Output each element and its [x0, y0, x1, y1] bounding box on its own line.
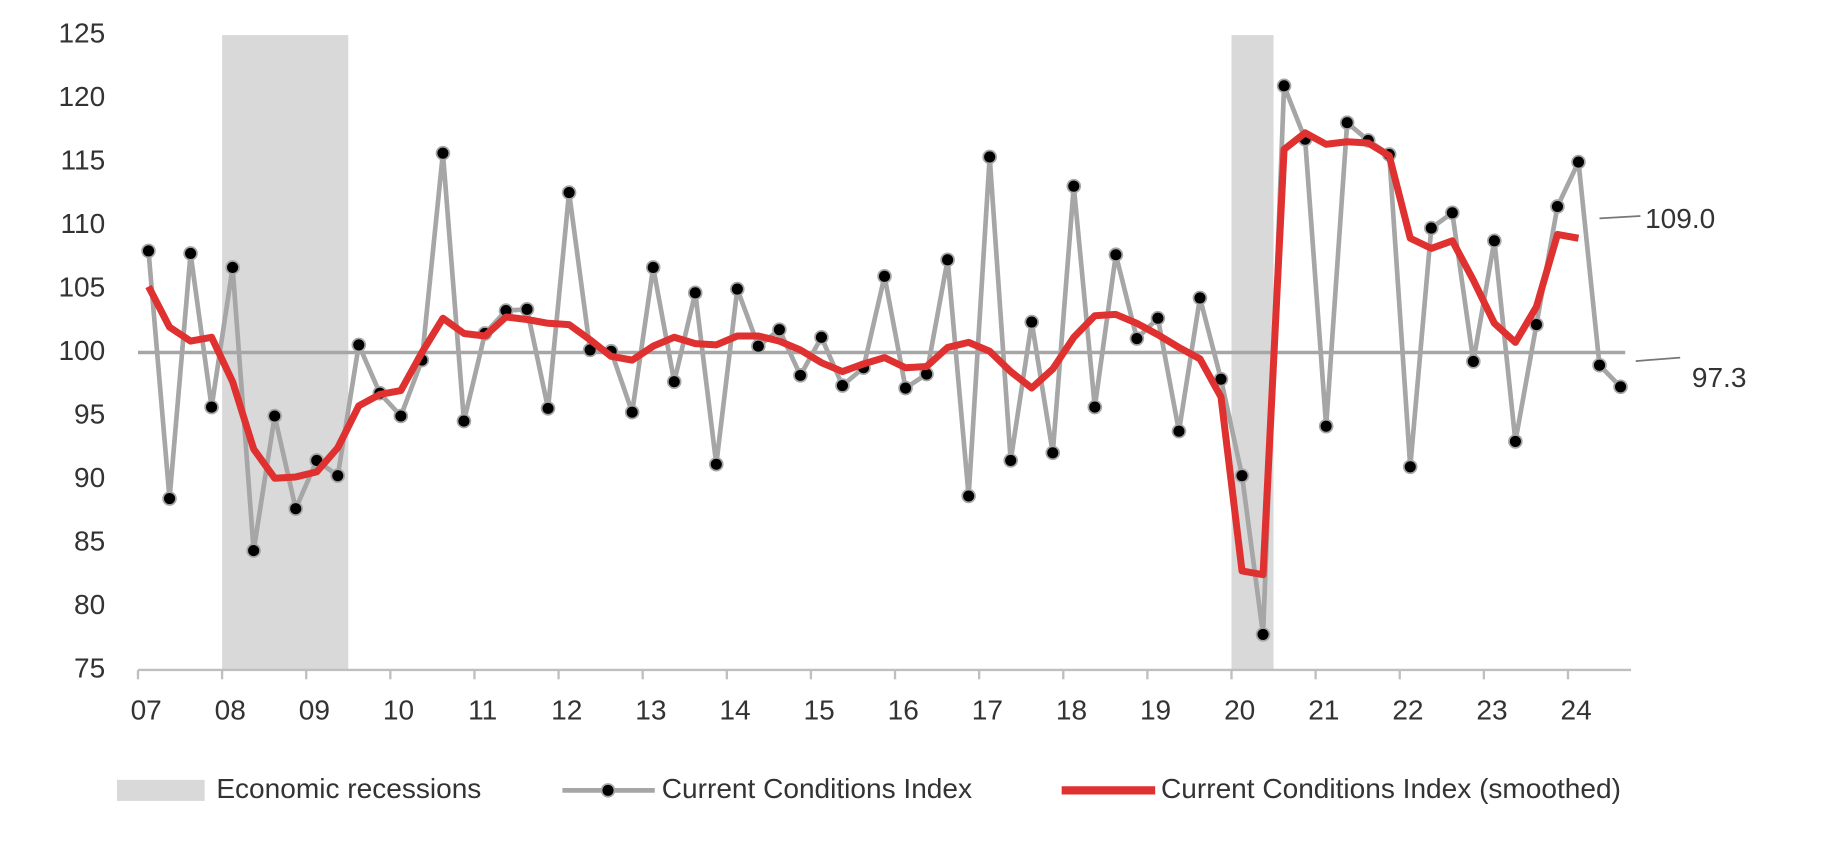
index-marker [1171, 423, 1187, 439]
index-marker [1150, 310, 1166, 326]
y-tick-label: 115 [61, 144, 106, 175]
index-marker [961, 488, 976, 504]
legend-label: Current Conditions Index [662, 773, 972, 804]
annotation-leader [1599, 215, 1641, 220]
index-marker [835, 378, 850, 393]
x-tick-label: 11 [468, 694, 497, 725]
y-tick-label: 80 [74, 589, 105, 620]
y-tick-label: 125 [58, 17, 105, 48]
index-marker [1339, 115, 1355, 130]
index-marker [1234, 468, 1250, 483]
index-marker [645, 260, 661, 275]
index-marker [1087, 399, 1103, 415]
y-tick-label: 120 [58, 81, 105, 112]
index-marker [1445, 205, 1460, 221]
index-marker [561, 185, 577, 200]
x-tick-label: 13 [635, 694, 666, 725]
x-tick-label: 24 [1561, 694, 1592, 725]
index-marker [687, 285, 703, 301]
index-marker [519, 302, 535, 317]
index-marker [982, 149, 997, 165]
index-marker [393, 408, 409, 424]
index-marker [456, 413, 472, 429]
index-marker [1466, 354, 1481, 369]
index-marker [540, 401, 556, 416]
x-tick-label: 09 [299, 694, 330, 725]
smoothed-line [145, 129, 1580, 579]
y-tick-label: 105 [58, 271, 105, 302]
x-tick-label: 08 [215, 694, 246, 725]
y-tick-label: 100 [58, 335, 105, 366]
index-marker [204, 399, 219, 415]
x-tick-label: 12 [551, 694, 582, 725]
x-tick-label: 17 [972, 694, 1003, 725]
x-tick-label: 07 [131, 694, 162, 725]
legend-label: Economic recessions [216, 773, 481, 804]
index-marker [1276, 78, 1292, 94]
index-marker [1487, 233, 1502, 249]
legend-swatch [116, 779, 205, 801]
index-marker [1529, 317, 1544, 332]
y-tick-label: 75 [74, 652, 105, 683]
y-tick-label: 85 [74, 525, 105, 556]
index-marker [1613, 379, 1628, 395]
index-marker [141, 243, 156, 259]
index-marker [1508, 434, 1523, 449]
annotation: 109.0 [1645, 203, 1715, 234]
y-tick-label: 90 [74, 462, 105, 493]
index-marker [1192, 290, 1208, 306]
index-marker [751, 338, 766, 354]
x-tick-label: 22 [1392, 694, 1423, 725]
index-marker [1571, 154, 1586, 170]
x-tick-label: 18 [1056, 694, 1087, 725]
index-marker [708, 456, 724, 472]
index-marker [730, 281, 745, 297]
index-marker [351, 337, 367, 353]
index-marker [162, 491, 177, 506]
index-marker [814, 329, 829, 345]
index-marker [898, 380, 913, 396]
index-marker [435, 145, 451, 161]
index-marker [1066, 178, 1082, 194]
index-marker [877, 269, 892, 284]
x-tick-label: 10 [383, 694, 414, 725]
index-marker [1045, 445, 1061, 461]
x-tick-label: 20 [1224, 694, 1255, 725]
index-marker [624, 404, 640, 420]
index-marker [666, 374, 682, 390]
index-marker [1402, 459, 1418, 475]
x-tick-label: 15 [804, 694, 835, 725]
annotation-leader [1635, 356, 1681, 362]
index-marker [772, 322, 787, 337]
x-tick-label: 23 [1476, 694, 1507, 725]
index-marker [246, 543, 261, 558]
index-marker [330, 468, 346, 483]
index-marker [1108, 247, 1124, 263]
legend-label: Current Conditions Index (smoothed) [1161, 773, 1621, 804]
index-marker [1024, 314, 1040, 330]
x-tick-label: 14 [719, 694, 750, 725]
index-marker [1318, 418, 1334, 434]
index-marker [1550, 199, 1565, 214]
legend-swatch [600, 783, 616, 798]
index-marker [225, 260, 240, 275]
index-marker [940, 252, 955, 268]
index-marker [1255, 627, 1271, 642]
index-marker [1003, 453, 1019, 468]
index-marker [1129, 331, 1145, 346]
index-marker [1423, 220, 1439, 236]
index-marker [288, 501, 304, 517]
y-tick-label: 110 [61, 208, 106, 239]
y-tick-label: 95 [74, 398, 105, 429]
index-marker [793, 368, 808, 383]
index-marker [183, 246, 198, 261]
index-marker [267, 408, 282, 424]
x-tick-label: 21 [1308, 694, 1339, 725]
index-marker [1592, 357, 1607, 373]
x-tick-label: 19 [1140, 694, 1171, 725]
annotation: 97.3 [1692, 362, 1747, 393]
x-tick-label: 16 [888, 694, 919, 725]
